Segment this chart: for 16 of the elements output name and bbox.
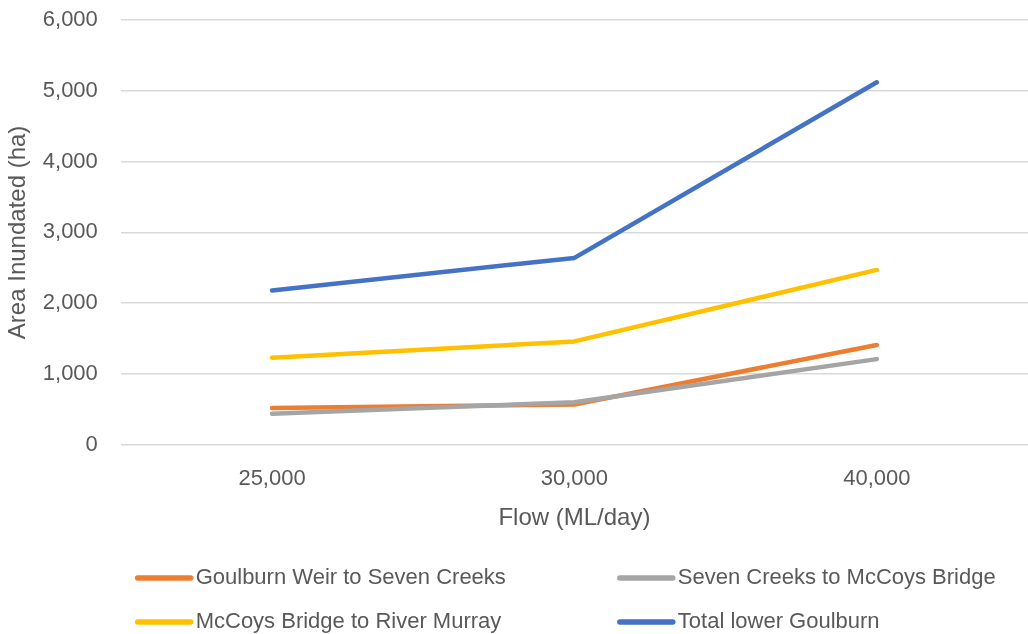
y-tick-label: 5,000 (42, 76, 98, 102)
legend-label: McCoys Bridge to River Murray (195, 608, 502, 634)
x-axis-title: Flow (ML/day) (498, 503, 651, 531)
x-tick-label: 40,000 (843, 465, 911, 491)
legend-label: Goulburn Weir to Seven Creeks (195, 564, 506, 590)
y-tick-label: 1,000 (42, 360, 98, 386)
y-tick-label: 4,000 (42, 147, 98, 173)
y-tick-label: 6,000 (42, 6, 98, 32)
x-tick-label: 25,000 (238, 465, 306, 491)
x-tick-label: 30,000 (540, 465, 609, 491)
legend-label: Seven Creeks to McCoys Bridge (677, 564, 996, 590)
y-tick-label: 3,000 (42, 218, 98, 244)
y-axis-title: Area Inundated (ha) (3, 125, 31, 340)
legend-label: Total lower Goulburn (677, 608, 880, 634)
y-tick-label: 2,000 (42, 289, 98, 315)
y-tick-label: 0 (85, 430, 98, 456)
